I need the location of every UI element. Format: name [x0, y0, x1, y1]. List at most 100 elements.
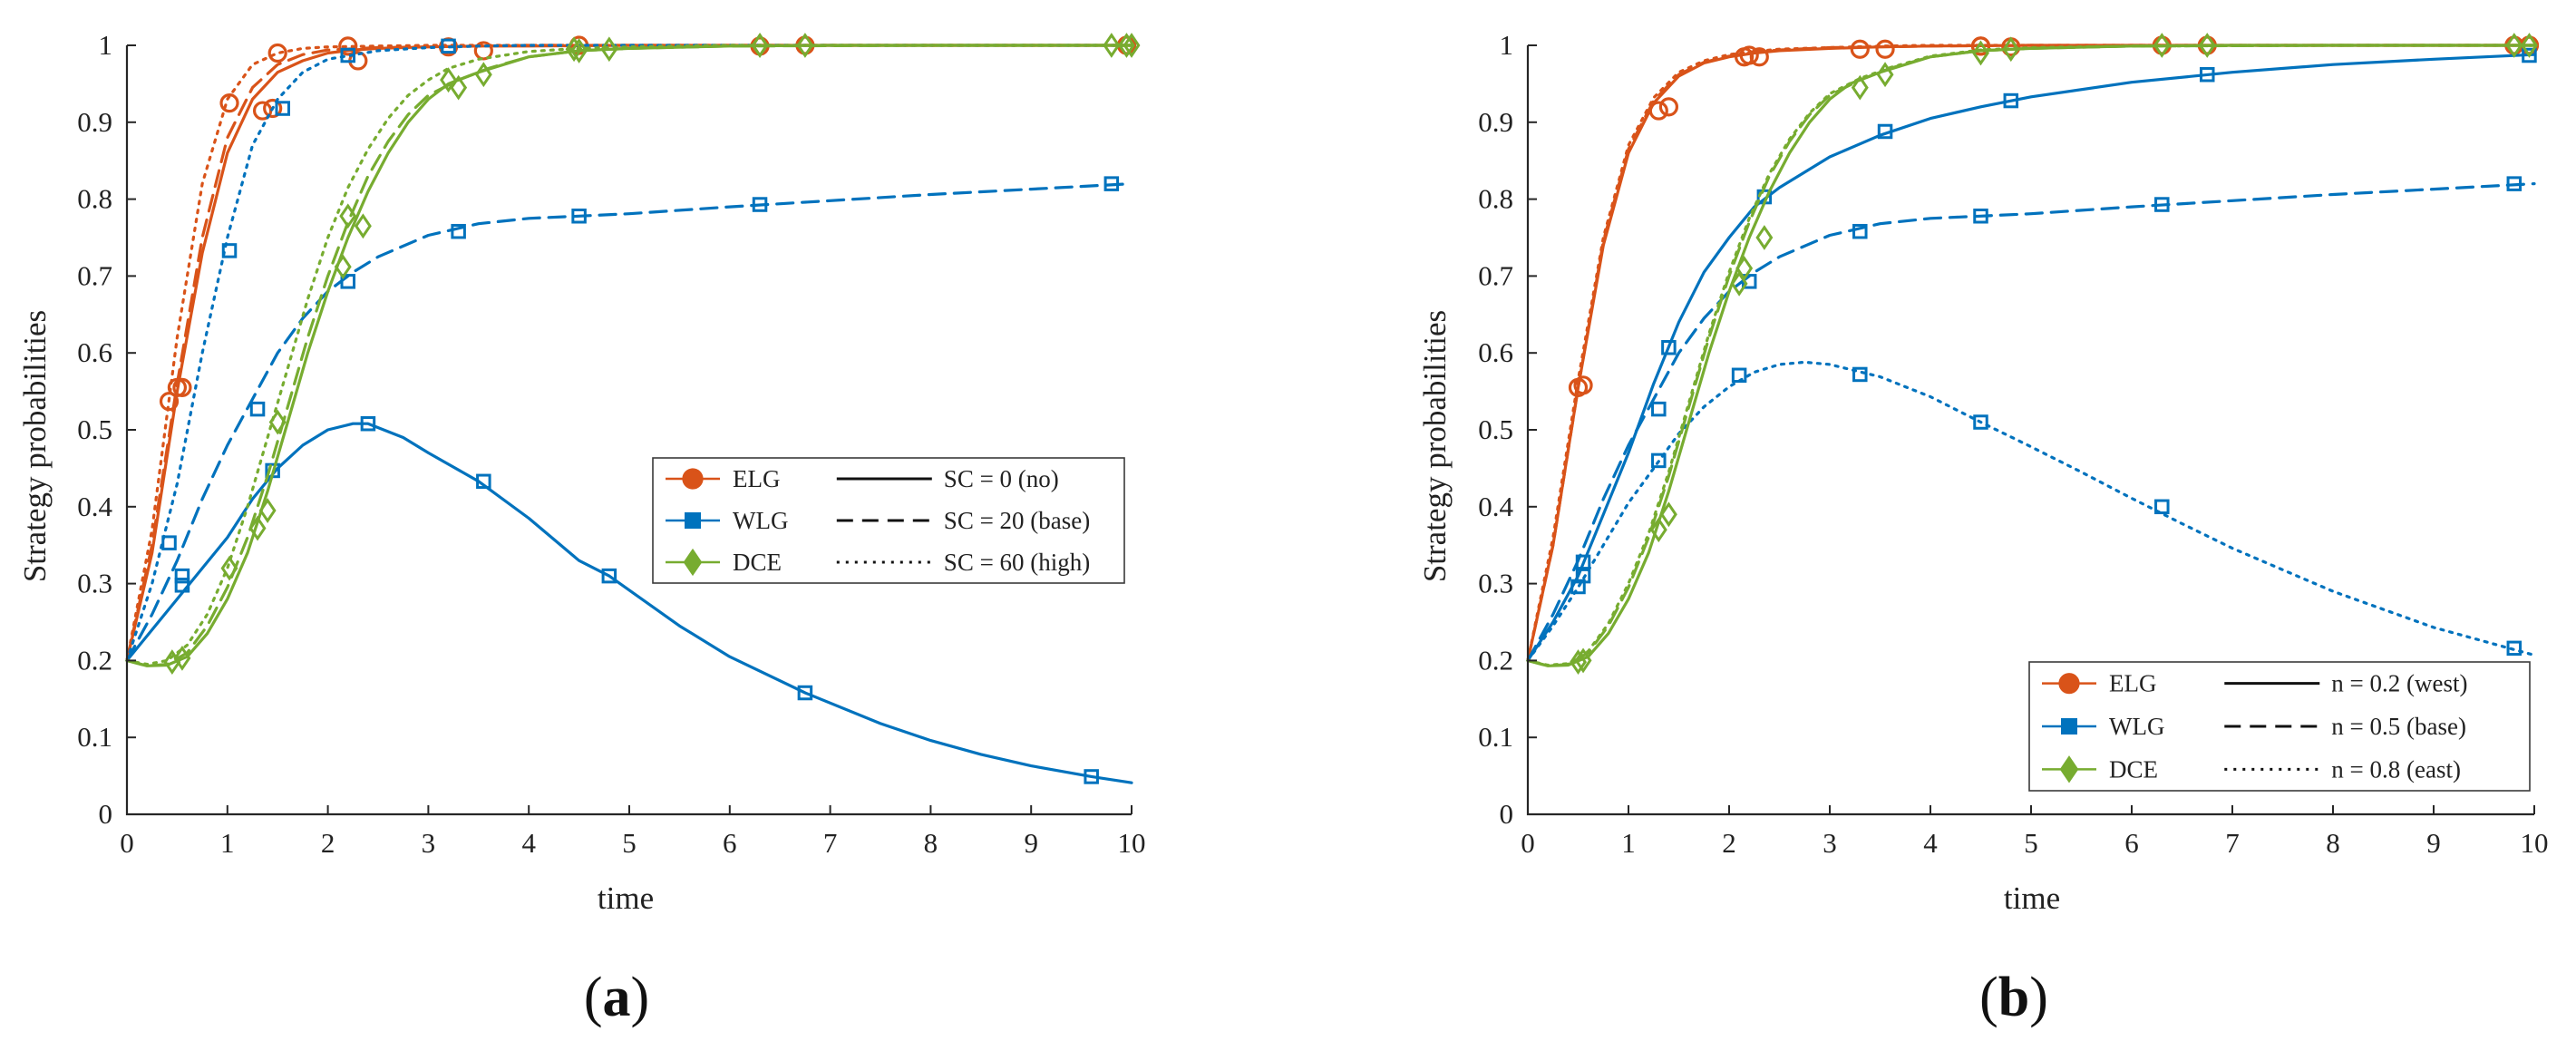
panel-a-series-dce-solid-marker	[1123, 33, 1141, 58]
panel-b-series-wlg-solid-marker	[1877, 123, 1893, 140]
panel-a-legend: ELG WLG DCE SC = 0 (no) SC = 20 (base) SC = 6…	[652, 457, 1125, 584]
panel-b-series-dce-dotted-line	[1526, 44, 2536, 667]
panel-a-series-dce-dashed-marker	[600, 36, 618, 63]
panel-b-legend-dashed-label: n = 0.5 (base)	[2331, 713, 2466, 740]
panel-a-series-wlg-dotted-marker	[441, 38, 456, 54]
panel-a-series-dce-dotted-line	[125, 44, 1133, 666]
panel-b-series-layer	[1526, 33, 2540, 676]
panel-a-series-wlg-solid-marker	[174, 578, 190, 593]
panel-a-series-dce-solid-marker	[258, 498, 277, 523]
panel-a-x-tick-label: 6	[723, 827, 737, 859]
panel-a-series-wlg-dashed-marker	[249, 401, 266, 417]
panel-b-x-tick-label: 2	[1722, 827, 1736, 859]
panel-a-series-wlg-dotted-marker	[275, 101, 290, 116]
panel-b-y-tick-label: 0.4	[1478, 491, 1513, 522]
panel-a: 0 1 2 3 4 5 6 7 8 9 10 0 0.1 0.2 0.3 0.4 0.5 0.6 0.7 0.8 0.9…	[17, 29, 1146, 1028]
panel-b-series-wlg-dashed-marker	[2154, 197, 2170, 212]
panel-b-y-tick-label: 0.2	[1478, 644, 1513, 676]
panel-b-series-wlg-dashed-marker	[1852, 223, 1868, 239]
panel-a-series-wlg-dashed-marker	[752, 197, 768, 212]
panel-a-series-dce-dashed-marker	[334, 254, 352, 280]
panel-a-caption-letter: a	[603, 967, 631, 1028]
panel-b-x-tick-label: 1	[1621, 827, 1636, 859]
panel-b-legend-dce-marker	[2059, 755, 2079, 783]
panel-b-x-tick-label: 8	[2326, 827, 2340, 859]
panel-b-caption: (b)	[1979, 967, 2048, 1028]
panel-b-series-dce-dashed-marker	[1649, 517, 1667, 543]
panel-b-series-wlg-dotted-marker	[2154, 499, 2170, 515]
panel-a-y-axis-label: Strategy probabilities	[17, 310, 53, 582]
panel-a-series-elg-dashed-marker	[263, 98, 283, 119]
panel-a-series-wlg-solid-marker	[601, 568, 617, 584]
panel-a-y-tick-label: 0.9	[77, 106, 112, 138]
panel-b-y-tick-label: 0.7	[1478, 259, 1513, 291]
panel-b-series-dce-solid-marker	[2198, 33, 2216, 58]
panel-b-x-tick-label: 7	[2225, 827, 2240, 859]
panel-a-series-wlg-solid-marker	[797, 685, 813, 701]
panel-a-x-tick-label: 3	[422, 827, 436, 859]
panel-a-series-dce-dotted-marker	[220, 555, 238, 581]
panel-b-series-elg-dashed-marker	[1648, 101, 1668, 121]
panel-b-series-elg-dotted-marker	[1739, 45, 1759, 65]
panel-a-series-dce-dotted-marker	[440, 67, 458, 93]
panel-a-x-tick-label: 7	[823, 827, 838, 859]
panel-a-y-tick-label: 0.3	[77, 568, 112, 599]
panel-a-y-tick-label: 0.5	[77, 413, 112, 445]
panel-a-series-wlg-dotted-marker	[161, 535, 177, 550]
panel-b-series-elg-solid-marker	[1658, 97, 1679, 117]
panel-b-series-dce-solid-marker	[1659, 501, 1677, 528]
panel-a-series-wlg-solid-line	[125, 422, 1133, 784]
panel-b-series-wlg-dotted-marker	[1651, 452, 1667, 469]
panel-a-series-dce-solid-marker	[474, 62, 492, 88]
panel-b-series-wlg-solid-line	[1526, 53, 2536, 663]
panel-b-series-wlg-dashed-marker	[1973, 209, 1988, 224]
panel-a-series-dce-solid-marker	[570, 38, 588, 63]
panel-a-series-elg-solid-marker	[473, 41, 493, 61]
panel-b-series-elg-dotted-marker	[1970, 36, 1991, 56]
panel-a-caption-open: (	[584, 967, 603, 1028]
panel-b-axes: 0 1 2 3 4 5 6 7 8 9 10 0 0.1 0.2 0.3 0.4 0.5 0.6 0.7 0.8 0.9…	[1478, 29, 2548, 859]
panel-b-series-dce-solid-marker	[2520, 33, 2538, 58]
panel-b-y-tick-label: 0.8	[1478, 183, 1513, 215]
panel-b-legend-dce-label: DCE	[2109, 755, 2158, 783]
panel-b-series-wlg-dashed-line	[1526, 182, 2536, 663]
panel-a-series-dce-solid-marker	[173, 645, 191, 671]
panel-a-series-wlg-dotted-marker	[340, 47, 356, 63]
panel-a-legend-elg-marker	[682, 468, 704, 490]
panel-b-y-tick-label: 0.1	[1478, 721, 1513, 753]
panel-b-series-wlg-solid-marker	[2200, 66, 2215, 83]
panel-b-y-tick-label: 0.3	[1478, 568, 1513, 599]
panel-b-series-wlg-dotted-marker	[1973, 414, 1988, 430]
panel-a-series-elg-solid-marker	[252, 101, 273, 121]
panel-b-caption-close: )	[2029, 967, 2048, 1028]
panel-b-series-wlg-dashed-marker	[2506, 176, 2523, 191]
panel-a-series-dce-dotted-marker	[565, 36, 583, 63]
panel-a-series-wlg-dashed-marker	[340, 274, 356, 289]
panel-a-y-tick-label: 0.1	[77, 721, 112, 753]
panel-a-series-wlg-dotted-marker	[221, 243, 238, 258]
panel-a-series-wlg-dotted-line	[125, 44, 1133, 663]
panel-a-x-tick-label: 1	[220, 827, 235, 859]
panel-a-legend-wlg-marker	[685, 512, 701, 529]
panel-b-series-wlg-dotted-marker	[1570, 579, 1586, 595]
panel-a-series-dce-dotted-marker	[339, 203, 357, 229]
panel-b-x-tick-label: 5	[2024, 827, 2038, 859]
panel-a-series-wlg-solid-marker	[360, 415, 376, 432]
panel-b-x-tick-label: 0	[1521, 827, 1535, 859]
panel-a-series-wlg-dashed-marker	[571, 209, 587, 224]
panel-b-x-tick-label: 9	[2426, 827, 2441, 859]
panel-b-series-wlg-dotted-marker	[1731, 367, 1747, 384]
panel-b-y-tick-label: 0.9	[1478, 106, 1513, 138]
panel-a-series-dce-solid-marker	[796, 33, 814, 58]
panel-b-series-dce-dashed-marker	[2505, 33, 2523, 58]
panel-b-legend: ELG WLG DCE n = 0.2 (west) n = 0.5 (base) n =…	[2028, 661, 2531, 792]
panel-a-series-elg-dashed-marker	[167, 377, 187, 397]
panel-b-series-elg-solid-marker	[1875, 39, 1895, 59]
panel-b-y-axis-label: Strategy probabilities	[1417, 310, 1453, 582]
panel-b-series-dce-dotted-marker	[1730, 270, 1748, 297]
panel-a-legend-dotted-label: SC = 60 (high)	[944, 549, 1091, 576]
panel-b: 0 1 2 3 4 5 6 7 8 9 10 0 0.1 0.2 0.3 0.4 0.5 0.6 0.7 0.8 0.9…	[1417, 29, 2549, 1028]
panel-b-legend-dotted-label: n = 0.8 (east)	[2331, 755, 2461, 783]
panel-a-y-tick-label: 0.7	[77, 259, 112, 291]
